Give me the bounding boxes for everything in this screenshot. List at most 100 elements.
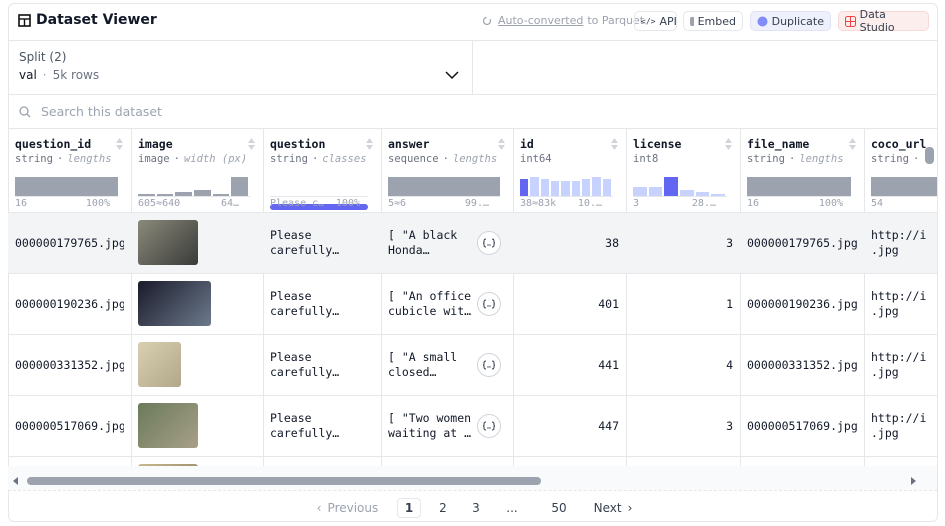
- sort-icon[interactable]: [724, 137, 733, 151]
- histogram-bar[interactable]: [540, 178, 549, 196]
- histogram-bar[interactable]: [571, 180, 580, 196]
- page-link[interactable]: 3: [472, 501, 480, 515]
- sort-icon[interactable]: [247, 137, 256, 151]
- cell[interactable]: 000000517069.jpg: [15, 396, 124, 456]
- column-header[interactable]: question_id string · lengths 16 100%: [8, 129, 131, 212]
- cell[interactable]: 4: [633, 335, 733, 395]
- histogram-bar[interactable]: [520, 178, 529, 196]
- histogram-bar[interactable]: [231, 177, 248, 196]
- column-header[interactable]: image image · width (px) 605≈640 64…: [131, 129, 263, 212]
- h-scroll-thumb[interactable]: [27, 477, 541, 485]
- column-header[interactable]: id int64 38≈83k 10.…: [513, 129, 626, 212]
- cell[interactable]: 401: [520, 274, 619, 334]
- cell[interactable]: 000000331352.jpg: [15, 335, 124, 395]
- column-header[interactable]: license int8 3 28.…: [626, 129, 740, 212]
- histogram-bar[interactable]: [212, 194, 230, 196]
- histogram-bar[interactable]: [711, 194, 725, 196]
- histogram-bar[interactable]: [194, 190, 211, 196]
- data-studio-button[interactable]: Data Studio: [838, 8, 929, 34]
- column-header[interactable]: coco_url string · 54: [864, 129, 937, 212]
- v-scroll-thumb[interactable]: [925, 147, 934, 164]
- thumbnail[interactable]: [138, 403, 198, 448]
- column-header[interactable]: file_name string · lengths 16 100%: [740, 129, 864, 212]
- page-link[interactable]: ...: [506, 501, 518, 515]
- histogram-bar[interactable]: [388, 177, 500, 196]
- histogram-bar[interactable]: [602, 178, 611, 196]
- cell[interactable]: 000000179765.jpg: [15, 213, 124, 273]
- duplicate-button[interactable]: Duplicate: [750, 11, 831, 31]
- page-link[interactable]: 1: [397, 498, 421, 518]
- cell[interactable]: http://i .jpg: [871, 396, 937, 456]
- histogram-bar[interactable]: [15, 177, 118, 196]
- cell-text: 000000190236.jpg: [747, 296, 857, 311]
- histogram-bar[interactable]: [648, 186, 663, 196]
- cell[interactable]: http://i .jpg: [871, 335, 937, 395]
- column-header[interactable]: answer sequence · lengths 5≈6 99.…: [381, 129, 513, 212]
- split-select[interactable]: val · 5k rows: [19, 68, 99, 82]
- cell[interactable]: 000000331352.jpg: [747, 335, 857, 395]
- histogram-base: [520, 196, 613, 197]
- expand-button[interactable]: [477, 292, 501, 316]
- range-max: 10.…: [577, 198, 602, 209]
- cell[interactable]: 1: [633, 274, 733, 334]
- chevron: [445, 71, 459, 80]
- histogram-bar[interactable]: [551, 180, 560, 196]
- histogram-bar[interactable]: [592, 177, 601, 196]
- histogram-bar[interactable]: [561, 180, 570, 196]
- cell[interactable]: 000000179765.jpg: [747, 213, 857, 273]
- cell[interactable]: 441: [520, 335, 619, 395]
- cell[interactable]: [ "A black Honda…: [388, 213, 478, 273]
- cell[interactable]: 3: [633, 213, 733, 273]
- histogram-bar[interactable]: [664, 177, 678, 196]
- cell[interactable]: http://i .jpg: [871, 274, 937, 334]
- page-link[interactable]: 50: [551, 501, 567, 515]
- sort-icon[interactable]: [115, 137, 124, 151]
- histogram-bar[interactable]: [530, 177, 539, 196]
- cell[interactable]: 000000190236.jpg: [15, 274, 124, 334]
- previous[interactable]: ‹ Previous: [316, 501, 379, 515]
- cell[interactable]: 000000517069.jpg: [747, 396, 857, 456]
- histogram-bar[interactable]: [270, 204, 368, 210]
- cell[interactable]: 000000190236.jpg: [747, 274, 857, 334]
- scroll-left[interactable]: [12, 476, 20, 486]
- histogram-bar[interactable]: [695, 192, 710, 196]
- expand-button[interactable]: [477, 353, 501, 377]
- cell[interactable]: 447: [520, 396, 619, 456]
- sort-icon[interactable]: [365, 137, 374, 151]
- cell[interactable]: [ "A small closed…: [388, 335, 478, 395]
- expand-button[interactable]: [477, 414, 501, 438]
- search-input[interactable]: Search this dataset: [41, 104, 162, 119]
- histogram-bar[interactable]: [871, 177, 937, 196]
- converted-link[interactable]: Auto-converted: [498, 14, 584, 27]
- cell[interactable]: Please carefully…: [270, 274, 374, 334]
- cell[interactable]: Please carefully…: [270, 396, 374, 456]
- api-button[interactable]: </> API: [634, 11, 677, 31]
- histogram-bar[interactable]: [582, 178, 591, 196]
- histogram-bar[interactable]: [747, 177, 851, 196]
- histogram-bar[interactable]: [175, 192, 192, 196]
- thumbnail[interactable]: [138, 342, 181, 387]
- next[interactable]: Next ›: [593, 501, 633, 515]
- scroll-right[interactable]: [909, 476, 917, 486]
- sort-icon[interactable]: [848, 137, 857, 151]
- column-header[interactable]: question string · classes Please c… 100%: [263, 129, 381, 212]
- cell[interactable]: 3: [633, 396, 733, 456]
- thumbnail[interactable]: [138, 220, 198, 265]
- expand-button[interactable]: [477, 231, 501, 255]
- cell[interactable]: [ "Two women waiting at …: [388, 396, 478, 456]
- histogram-bar[interactable]: [633, 186, 647, 196]
- page-link[interactable]: 2: [439, 501, 447, 515]
- histogram-bar[interactable]: [680, 190, 694, 196]
- sort-icon[interactable]: [497, 137, 506, 151]
- cell[interactable]: Please carefully…: [270, 335, 374, 395]
- thumbnail[interactable]: [138, 281, 211, 326]
- sort-icon[interactable]: [610, 137, 619, 151]
- cell[interactable]: [ "An office cubicle wit…: [388, 274, 478, 334]
- cell[interactable]: http://i .jpg: [871, 213, 937, 273]
- embed-button[interactable]: Embed: [683, 11, 743, 31]
- cell-text: 000000190236.jpg: [15, 296, 124, 311]
- histogram-bar[interactable]: [138, 194, 155, 196]
- histogram-bar[interactable]: [156, 194, 174, 196]
- cell[interactable]: 38: [520, 213, 619, 273]
- cell[interactable]: Please carefully…: [270, 213, 374, 273]
